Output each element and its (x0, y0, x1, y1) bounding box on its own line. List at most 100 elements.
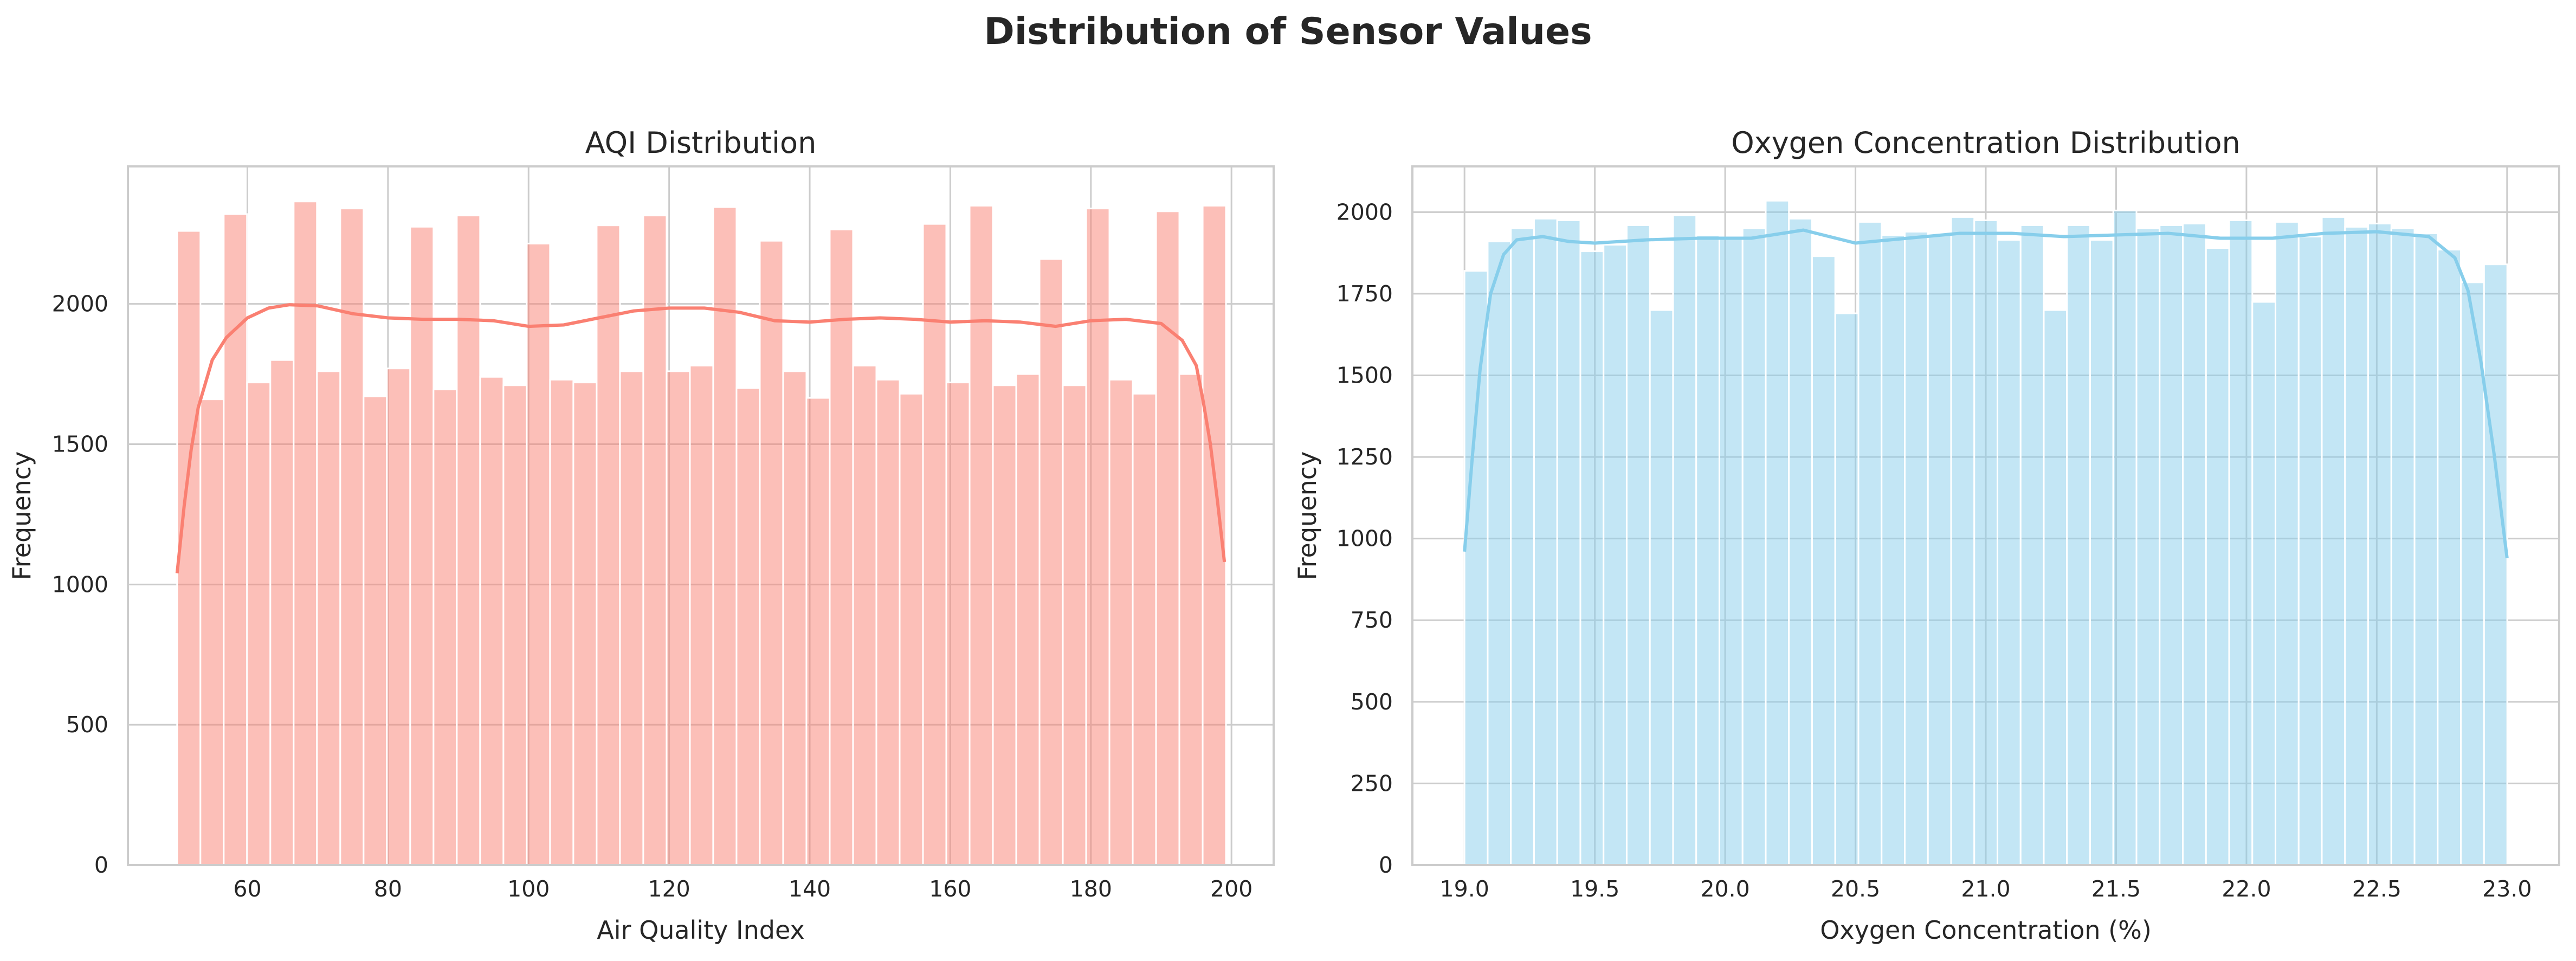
oxygen-histogram-bar (2275, 221, 2300, 866)
aqi-histogram-bar (386, 367, 411, 866)
aqi-x-tick-label: 60 (233, 876, 261, 902)
aqi-histogram-bar (992, 384, 1017, 866)
aqi-histogram-bar (549, 378, 574, 866)
oxygen-histogram-bar (1603, 244, 1628, 866)
aqi-x-tick-label: 140 (789, 876, 831, 902)
oxygen-histogram-bar (1533, 217, 1558, 866)
oxygen-x-tick-label: 23.0 (2482, 876, 2532, 902)
aqi-histogram-bar (526, 242, 551, 866)
oxygen-histogram-bar (2390, 227, 2416, 866)
aqi-x-tick-label: 200 (1210, 876, 1253, 902)
oxygen-y-tick-label: 500 (1351, 689, 1393, 715)
oxygen-histogram-bar (2228, 219, 2254, 866)
oxygen-y-tick-label: 1000 (1337, 526, 1393, 552)
aqi-histogram-bar (596, 224, 621, 866)
aqi-histogram-bar (899, 392, 924, 866)
aqi-histogram-bar (1178, 373, 1204, 866)
oxygen-y-axis-label: Frequency (1293, 452, 1322, 581)
oxygen-histogram-bar (1625, 224, 1651, 866)
aqi-histogram-bar (479, 376, 505, 866)
oxygen-histogram-bars (1463, 199, 2508, 866)
oxygen-histogram-bar (2066, 224, 2091, 866)
oxygen-histogram-bar (1695, 234, 1720, 866)
aqi-histogram-bar (829, 228, 854, 866)
oxygen-x-tick-label: 19.5 (1570, 876, 1619, 902)
oxygen-histogram-bar (2321, 216, 2346, 866)
oxygen-histogram-bar (2297, 236, 2323, 866)
aqi-x-tick-label: 100 (507, 876, 550, 902)
aqi-y-tick-label: 1000 (52, 571, 108, 597)
oxygen-histogram-bar (1718, 237, 1744, 866)
aqi-histogram-bar (619, 370, 644, 866)
oxygen-histogram-bar (1881, 234, 1906, 866)
aqi-x-tick-label: 180 (1070, 876, 1112, 902)
oxygen-x-tick-label: 22.5 (2352, 876, 2401, 902)
aqi-histogram-bar (805, 397, 831, 866)
oxygen-histogram-bar (1950, 216, 1975, 866)
aqi-x-tick-label: 80 (374, 876, 402, 902)
aqi-histogram-bar (642, 215, 668, 866)
oxygen-y-tick-label: 1750 (1337, 281, 1393, 307)
aqi-histogram-bar (456, 215, 481, 866)
oxygen-histogram-bar (1996, 239, 2022, 866)
aqi-histogram-bar (875, 378, 901, 866)
aqi-histogram-bar (409, 225, 435, 866)
oxygen-x-tick-label: 22.0 (2222, 876, 2271, 902)
aqi-histogram-bar (666, 370, 691, 866)
aqi-histogram-bar (199, 398, 225, 866)
aqi-histogram-bar (1155, 210, 1180, 866)
oxygen-histogram-bar (2483, 263, 2508, 866)
aqi-axes-frame (127, 165, 1275, 866)
aqi-x-axis-label: Air Quality Index (597, 915, 804, 945)
oxygen-histogram-bar (1788, 217, 1813, 866)
aqi-histogram-bar (339, 208, 365, 866)
oxygen-histogram-bar (2159, 224, 2184, 866)
oxygen-x-tick-label: 21.0 (1961, 876, 2010, 902)
oxygen-histogram-bar (2135, 227, 2161, 866)
oxygen-histogram-bar (1741, 227, 1767, 866)
oxygen-histogram-bar (2089, 239, 2114, 866)
oxygen-histogram-bar (1765, 199, 1790, 866)
aqi-histogram-bar (689, 365, 714, 866)
aqi-histogram-bar (363, 395, 388, 866)
oxygen-x-tick-label: 20.5 (1831, 876, 1880, 902)
oxygen-histogram-bar (1579, 250, 1605, 866)
aqi-y-axis-label: Frequency (7, 452, 36, 581)
oxygen-x-tick-label: 21.5 (2091, 876, 2141, 902)
oxygen-y-tick-label: 2000 (1337, 199, 1393, 225)
aqi-histogram-bar (759, 240, 784, 866)
oxygen-histogram-bar (1811, 255, 1836, 866)
aqi-histogram-bar (852, 365, 877, 866)
aqi-histogram-bar (782, 370, 808, 866)
aqi-subplot: 60 80 100 120 140 160 180 2000500100015002000AQ… (7, 126, 1275, 945)
oxygen-x-tick-label: 19.0 (1440, 876, 1489, 902)
oxygen-histogram-bar (1672, 214, 1697, 866)
aqi-histogram-bar (269, 359, 295, 866)
oxygen-histogram-bar (2344, 225, 2370, 866)
aqi-histogram-bar (1132, 392, 1157, 866)
aqi-subplot-title: AQI Distribution (585, 126, 817, 160)
aqi-histogram-bar (735, 387, 761, 866)
oxygen-x-axis-label: Oxygen Concentration (%) (1820, 915, 2152, 945)
aqi-histogram-bar (246, 382, 272, 866)
aqi-y-tick-label: 0 (94, 852, 108, 878)
aqi-x-tick-label: 120 (648, 876, 690, 902)
aqi-histogram-bar (945, 382, 971, 866)
oxygen-histogram-bar (1510, 227, 1535, 866)
oxygen-axes-frame (1411, 165, 2560, 866)
aqi-histogram-bar (572, 382, 598, 866)
oxygen-histogram-bar (2251, 301, 2277, 866)
oxygen-histogram-bar (1463, 270, 1489, 866)
aqi-histogram-bar (502, 384, 528, 866)
oxygen-histogram-bar (1857, 221, 1883, 866)
oxygen-subplot: 19.0 19.5 20.0 20.5 21.0 21.5 22.0 22.5 23.0 0 250… (1293, 126, 2560, 945)
oxygen-histogram-bar (2019, 224, 2045, 866)
oxygen-kde-line (1463, 228, 2509, 559)
oxygen-x-tick-label: 20.0 (1700, 876, 1749, 902)
oxygen-histogram-bar (2112, 209, 2138, 866)
oxygen-histogram-bar (1649, 309, 1674, 866)
aqi-y-tick-label: 500 (66, 712, 108, 738)
oxygen-histogram-bar (2205, 247, 2230, 866)
oxygen-y-tick-label: 0 (1379, 852, 1393, 878)
